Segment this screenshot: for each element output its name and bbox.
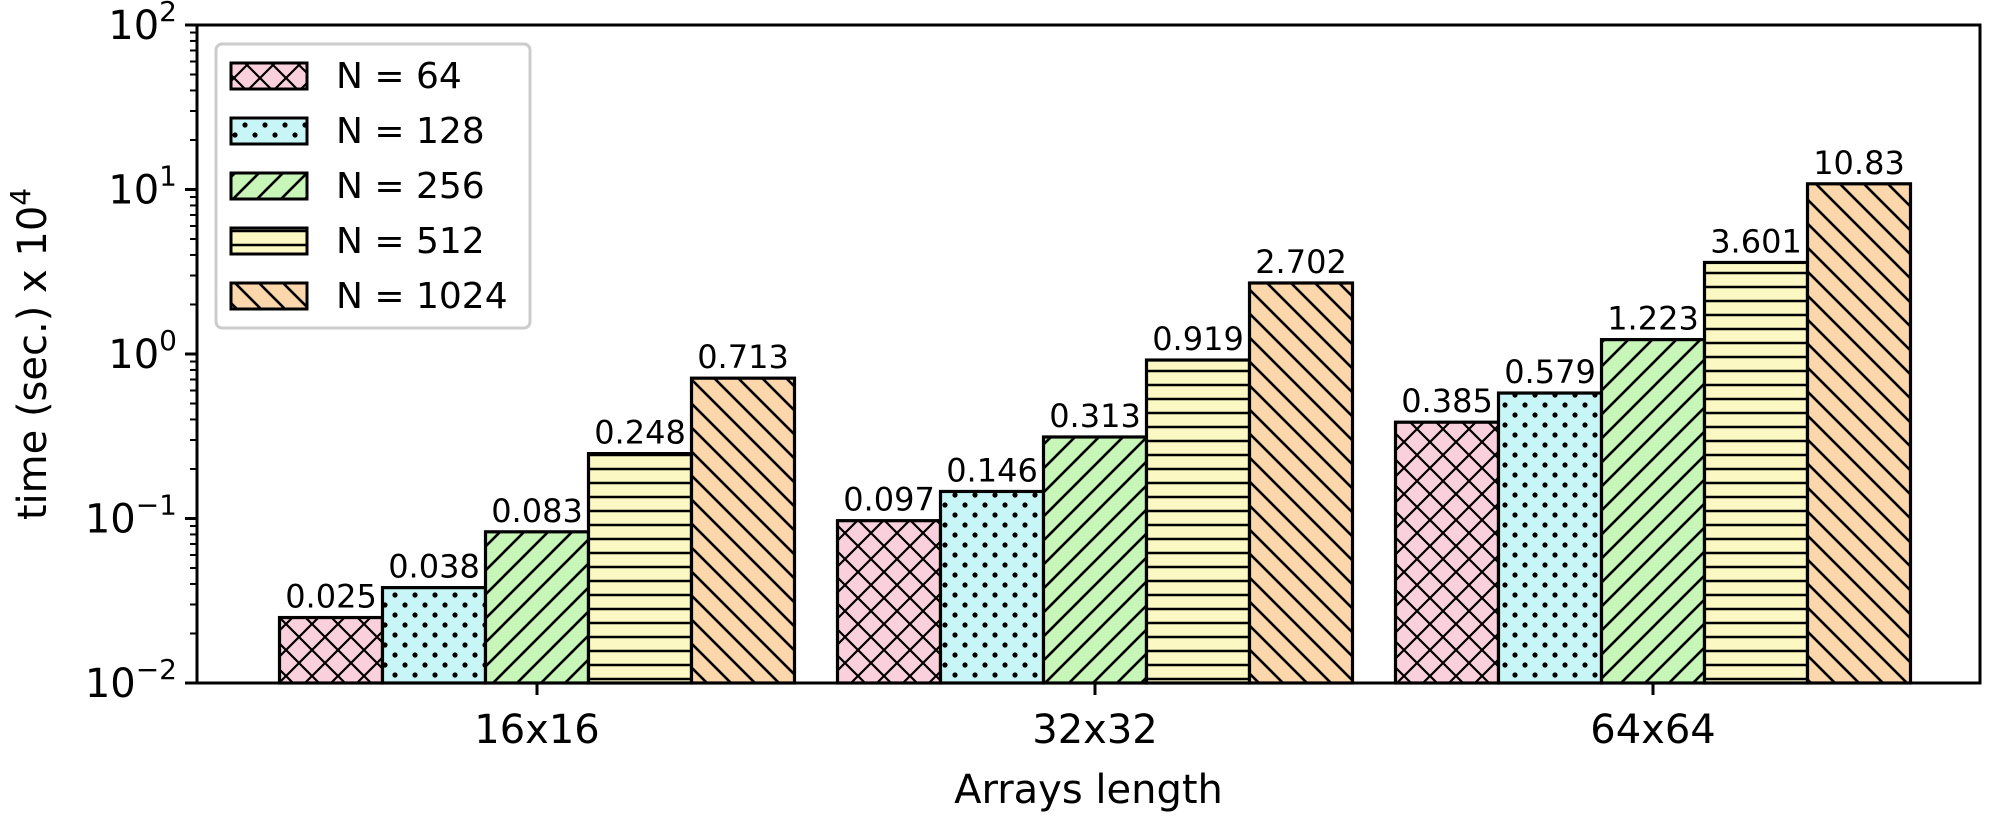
bar	[277, 615, 385, 685]
legend-label: N = 512	[336, 221, 485, 262]
y-tick-label: 100	[108, 324, 177, 378]
data-label: 0.248	[594, 414, 686, 452]
y-tick-label: 102	[108, 0, 177, 49]
data-label: 0.579	[1504, 353, 1596, 391]
legend-label: N = 256	[336, 166, 485, 207]
data-label: 10.83	[1813, 144, 1905, 182]
bar	[1599, 338, 1707, 685]
bar	[1247, 281, 1355, 685]
y-tick-label: 101	[108, 160, 177, 214]
y-axis-title: time (sec.) x 104	[4, 188, 56, 520]
data-label: 0.025	[285, 578, 377, 616]
data-label: 0.038	[388, 548, 480, 586]
legend-label: N = 64	[336, 56, 462, 97]
x-axis-title: Arrays length	[954, 767, 1223, 813]
data-label: 0.313	[1049, 397, 1141, 435]
bar	[1144, 358, 1252, 685]
data-label: 0.146	[946, 451, 1038, 489]
data-label: 0.385	[1401, 382, 1493, 420]
bar	[586, 452, 694, 685]
data-label: 0.919	[1152, 320, 1244, 358]
legend-swatch	[229, 226, 309, 256]
bar	[835, 519, 943, 685]
legend-box	[214, 42, 532, 330]
y-tick-label: 10−2	[85, 653, 177, 707]
data-label: 0.083	[491, 492, 583, 530]
legend-swatch	[229, 171, 309, 201]
data-label: 3.601	[1710, 222, 1802, 260]
legend-label: N = 128	[336, 111, 485, 152]
y-tick-label: 10−1	[85, 489, 177, 543]
bar	[938, 489, 1046, 685]
bar	[1702, 260, 1810, 685]
data-label: 0.097	[843, 481, 935, 519]
bar	[1496, 391, 1604, 685]
bar	[483, 530, 591, 685]
data-label: 0.713	[697, 338, 789, 376]
x-tick-label: 64x64	[1590, 707, 1715, 753]
legend-swatch	[229, 61, 309, 91]
x-tick-label: 32x32	[1032, 707, 1157, 753]
bar	[380, 586, 488, 685]
bar	[1041, 435, 1149, 685]
legend-swatch	[229, 281, 309, 311]
data-label: 1.223	[1607, 300, 1699, 338]
bar	[1393, 420, 1501, 685]
bar	[689, 376, 797, 685]
data-label: 2.702	[1255, 243, 1347, 281]
x-tick-label: 16x16	[474, 707, 599, 753]
legend-swatch	[229, 116, 309, 146]
legend-label: N = 1024	[336, 276, 508, 317]
plot-area: 0.025 0.097 0.385 0.038 0.146 0.579 0.083 0.313…	[4, 0, 1982, 813]
legend: N = 64 N = 128 N = 256 N = 512 N = 1024	[214, 42, 532, 330]
bar	[1805, 182, 1913, 685]
